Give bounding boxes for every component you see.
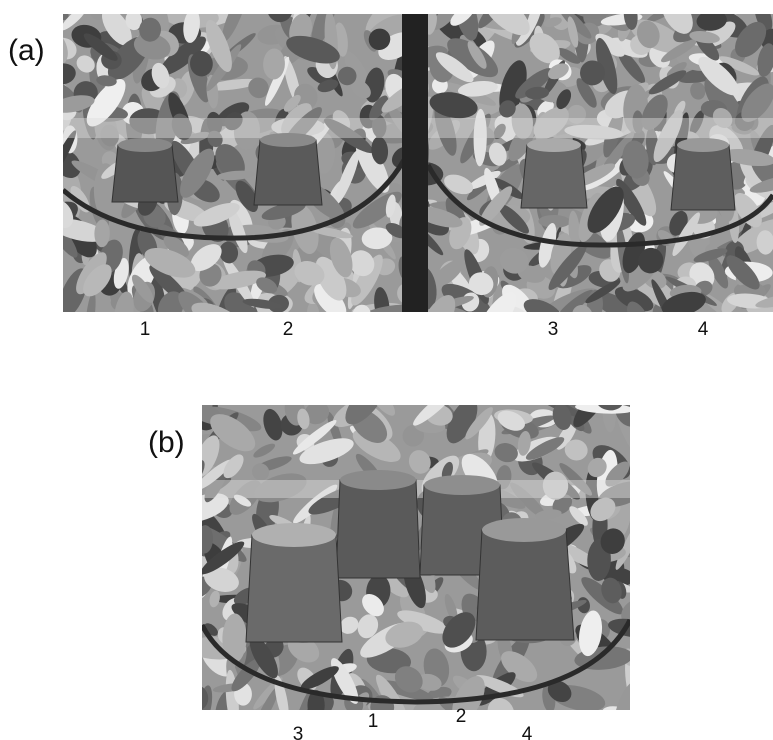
- cup-top: [424, 475, 500, 495]
- cup-top: [260, 133, 316, 147]
- pattern-blob: [482, 2, 508, 14]
- cup-number: 3: [293, 724, 304, 740]
- divider-pole: [402, 14, 428, 312]
- cup-number: 1: [140, 319, 151, 340]
- cup: [671, 145, 735, 210]
- photo-b: [166, 374, 654, 740]
- cup-top: [677, 138, 729, 152]
- cup-number: 4: [698, 319, 709, 340]
- cup-top: [482, 518, 566, 542]
- cup: [112, 145, 178, 202]
- photo-a: [31, 0, 773, 349]
- cup-top: [118, 138, 172, 152]
- cup-number: 3: [548, 319, 559, 340]
- cup-top: [340, 470, 416, 490]
- figure: (a) 1 2 3 4 (b) 3 1 2 4: [0, 0, 773, 740]
- cup: [254, 140, 322, 205]
- cup-top: [252, 523, 336, 547]
- cup-number: 4: [522, 724, 533, 740]
- cup-top: [527, 138, 581, 152]
- cup: [521, 145, 587, 208]
- cup-number: 2: [456, 706, 467, 727]
- panel-label: (b): [148, 426, 185, 459]
- cup: [476, 530, 574, 640]
- panel-label: (a): [8, 34, 45, 67]
- cup: [246, 535, 342, 642]
- cup-number: 2: [283, 319, 294, 340]
- cup: [336, 480, 420, 578]
- cup-number: 1: [368, 711, 379, 732]
